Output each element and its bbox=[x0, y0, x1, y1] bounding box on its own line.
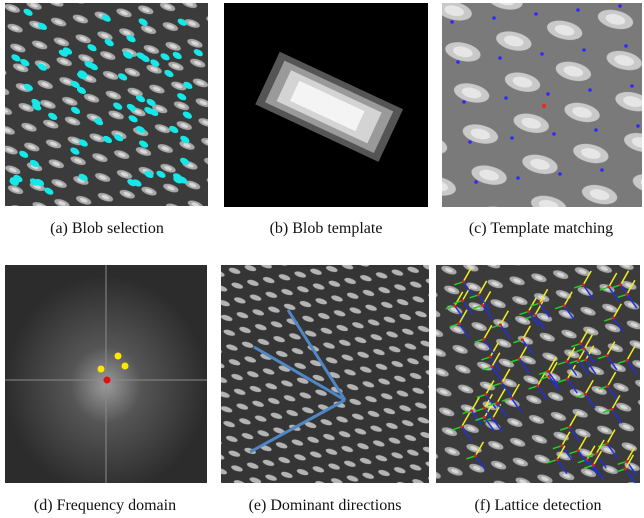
lattice-point bbox=[610, 408, 613, 411]
lattice-point bbox=[592, 464, 595, 467]
match bbox=[630, 84, 634, 88]
lattice-point bbox=[470, 409, 473, 412]
lattice-point bbox=[461, 299, 464, 302]
lattice-point bbox=[482, 338, 485, 341]
match bbox=[576, 8, 580, 12]
match bbox=[588, 88, 592, 92]
match bbox=[462, 100, 466, 104]
caption: (d) Frequency domain bbox=[34, 497, 176, 514]
match bbox=[546, 92, 550, 96]
match bbox=[582, 48, 586, 52]
lattice-point bbox=[518, 358, 521, 361]
match bbox=[492, 16, 496, 20]
lattice-point bbox=[560, 444, 563, 447]
lattice-point bbox=[606, 385, 609, 388]
lattice-point bbox=[568, 426, 571, 429]
lattice-point bbox=[565, 360, 568, 363]
caption: (a) Blob selection bbox=[50, 220, 164, 237]
lattice-point bbox=[521, 338, 524, 341]
match bbox=[450, 20, 454, 24]
lattice-point bbox=[605, 442, 608, 445]
match bbox=[636, 124, 640, 128]
lattice-point bbox=[477, 293, 480, 296]
match bbox=[594, 128, 598, 132]
match bbox=[498, 56, 502, 60]
panel-c-image bbox=[442, 3, 642, 207]
peak bbox=[115, 353, 122, 360]
match bbox=[474, 180, 478, 184]
lattice-point bbox=[625, 359, 628, 362]
lattice-point bbox=[555, 458, 558, 461]
lattice-point bbox=[536, 384, 539, 387]
match bbox=[540, 52, 544, 56]
lattice-point bbox=[484, 393, 487, 396]
peak bbox=[98, 366, 105, 373]
match bbox=[504, 96, 508, 100]
caption: (f) Lattice detection bbox=[474, 497, 601, 514]
lattice-point bbox=[577, 449, 580, 452]
caption: (e) Dominant directions bbox=[249, 497, 402, 514]
match bbox=[534, 12, 538, 16]
lattice-point bbox=[462, 280, 465, 283]
lattice-point bbox=[483, 416, 486, 419]
lattice-point bbox=[500, 381, 503, 384]
match bbox=[516, 176, 520, 180]
lattice-point bbox=[499, 323, 502, 326]
lattice-point bbox=[538, 302, 541, 305]
lattice-point bbox=[490, 365, 493, 368]
lattice-point bbox=[453, 304, 456, 307]
lattice-point bbox=[489, 355, 492, 358]
match bbox=[468, 140, 472, 144]
lattice-point bbox=[547, 370, 550, 373]
figure: (a) Blob selection (b) Blob template (c)… bbox=[0, 0, 644, 518]
center bbox=[104, 377, 111, 384]
match bbox=[558, 172, 562, 176]
lattice-point bbox=[583, 347, 586, 350]
lattice-point bbox=[625, 460, 628, 463]
lattice-point bbox=[566, 378, 569, 381]
lattice-point bbox=[458, 322, 461, 325]
lattice-point bbox=[584, 393, 587, 396]
match bbox=[624, 44, 628, 48]
lattice-point bbox=[605, 354, 608, 357]
lattice-point bbox=[582, 283, 585, 286]
lattice-point bbox=[619, 283, 622, 286]
lattice-point bbox=[563, 304, 566, 307]
lattice-point bbox=[625, 293, 628, 296]
lattice-point bbox=[612, 316, 615, 319]
lattice-point bbox=[533, 314, 536, 317]
lattice-point bbox=[607, 286, 610, 289]
caption: (c) Template matching bbox=[469, 220, 613, 237]
lattice-point bbox=[460, 425, 463, 428]
lattice-point bbox=[483, 407, 486, 410]
page: (a) Blob selection (b) Blob template (c)… bbox=[0, 0, 644, 518]
lattice-point bbox=[527, 310, 530, 313]
peak bbox=[122, 363, 129, 370]
match bbox=[456, 60, 460, 64]
match bbox=[618, 4, 622, 8]
match bbox=[510, 136, 514, 140]
lattice-point bbox=[496, 401, 499, 404]
lattice-point bbox=[624, 467, 627, 470]
match bbox=[542, 104, 546, 108]
lattice-point bbox=[577, 359, 580, 362]
lattice-point bbox=[584, 358, 587, 361]
lattice-point bbox=[474, 454, 477, 457]
panel-f-image bbox=[436, 265, 640, 483]
lattice-point bbox=[595, 452, 598, 455]
lattice-point bbox=[579, 342, 582, 345]
match bbox=[552, 132, 556, 136]
caption: (b) Blob template bbox=[270, 220, 383, 237]
lattice-point bbox=[481, 304, 484, 307]
match bbox=[600, 168, 604, 172]
